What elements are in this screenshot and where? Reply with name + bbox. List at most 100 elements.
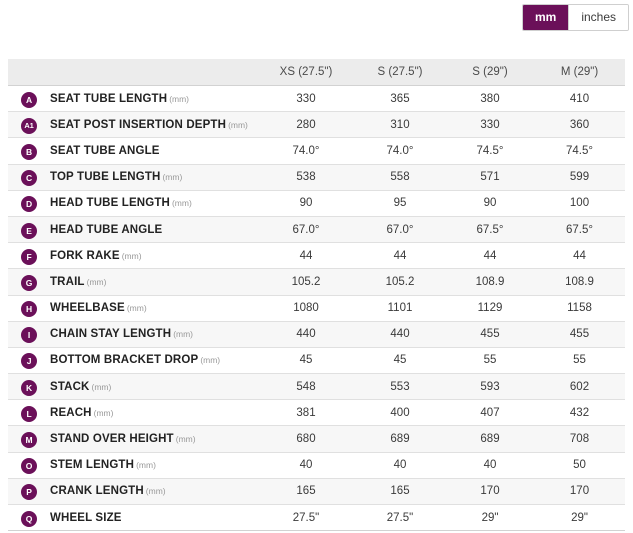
measurement-unit: (mm) xyxy=(175,434,196,445)
measurement-value: 558 xyxy=(390,171,410,184)
measurement-value: 1101 xyxy=(387,302,413,315)
measurement-value: 27.5" xyxy=(292,511,320,524)
measurement-value: 280 xyxy=(296,118,316,131)
measurement-badge-icon: A xyxy=(21,91,37,108)
row-badge-cell: P xyxy=(8,478,50,504)
measurement-value: 330 xyxy=(296,92,316,105)
measurement-name: STEM LENGTH xyxy=(50,459,135,472)
row-badge-cell: I xyxy=(8,321,50,347)
measurement-name: CHAIN STAY LENGTH xyxy=(50,328,172,341)
row-badge-cell: F xyxy=(8,243,50,269)
table-row: G TRAIL (mm) 105.2 105.2 108.9 108.9 xyxy=(8,268,625,295)
measurement-value: 165 xyxy=(296,485,316,498)
table-body: A SEAT TUBE LENGTH (mm) 330 365 380 410 A1 SEAT … xyxy=(8,85,625,531)
table-row: Q WHEEL SIZE 27.5" 27.5" 29" 29" xyxy=(8,504,625,531)
measurement-name: SEAT TUBE ANGLE xyxy=(50,144,160,157)
measurement-name: FORK RAKE xyxy=(50,249,120,262)
measurement-unit: (mm) xyxy=(91,381,112,392)
measurement-value: 44 xyxy=(299,249,313,262)
measurement-label: STACK (mm) xyxy=(50,374,258,400)
measurement-value: 90 xyxy=(299,197,313,210)
measurement-label: SEAT TUBE ANGLE xyxy=(50,138,258,164)
measurement-badge-icon: H xyxy=(21,301,37,318)
table-row: K STACK (mm) 548 553 593 602 xyxy=(8,373,625,400)
measurement-value: 1080 xyxy=(293,302,319,315)
measurement-unit: (mm) xyxy=(162,172,183,183)
measurement-value: 67.0° xyxy=(386,223,414,236)
measurement-value: 90 xyxy=(483,197,497,210)
measurement-name: TRAIL xyxy=(50,275,85,288)
measurement-value: 50 xyxy=(573,459,586,472)
table-header: XS (27.5") S (27.5") S (29") M (29") xyxy=(8,59,625,86)
table-row: A SEAT TUBE LENGTH (mm) 330 365 380 410 xyxy=(8,85,625,112)
measurement-name: REACH xyxy=(50,406,92,419)
measurement-value: 548 xyxy=(296,380,316,393)
table-row: J BOTTOM BRACKET DROP (mm) 45 45 55 55 xyxy=(8,347,625,374)
measurement-badge-icon: E xyxy=(21,222,37,239)
measurement-label: CHAIN STAY LENGTH (mm) xyxy=(50,321,258,347)
measurement-value: 27.5" xyxy=(386,511,414,524)
table-header-row: XS (27.5") S (27.5") S (29") M (29") xyxy=(8,59,625,86)
unit-toggle-mm[interactable]: mm xyxy=(522,5,569,30)
measurement-label: BOTTOM BRACKET DROP (mm) xyxy=(50,347,258,373)
measurement-unit: (mm) xyxy=(200,355,221,366)
measurement-value: 29" xyxy=(571,511,588,524)
measurement-value: 74.0° xyxy=(386,144,414,157)
measurement-value: 310 xyxy=(390,118,410,131)
measurement-value: 455 xyxy=(569,328,590,341)
measurement-value: 100 xyxy=(569,197,590,210)
measurement-value: 67.5° xyxy=(476,223,504,236)
table-row: L REACH (mm) 381 400 407 432 xyxy=(8,399,625,426)
table-row: B SEAT TUBE ANGLE 74.0° 74.0° 74.5° 74.5° xyxy=(8,137,625,165)
measurement-value: 330 xyxy=(480,118,500,131)
header-size-xs-275: XS (27.5") xyxy=(258,59,354,86)
measurement-value: 593 xyxy=(480,380,500,393)
measurement-label: SEAT POST INSERTION DEPTH (mm) xyxy=(50,112,258,138)
measurement-value: 55 xyxy=(483,354,497,367)
unit-toggle-inches[interactable]: inches xyxy=(568,5,628,30)
measurement-value: 571 xyxy=(480,171,500,184)
measurement-value: 67.0° xyxy=(292,223,320,236)
row-badge-cell: D xyxy=(8,190,50,216)
measurement-name: CRANK LENGTH xyxy=(50,485,144,498)
measurement-value: 410 xyxy=(569,92,590,105)
row-badge-cell: M xyxy=(8,426,50,452)
measurement-label: STEM LENGTH (mm) xyxy=(50,452,258,478)
measurement-value: 74.5° xyxy=(476,144,504,157)
measurement-name: STACK xyxy=(50,380,90,393)
measurement-unit: (mm) xyxy=(171,198,192,209)
table-row: M STAND OVER HEIGHT (mm) 680 689 689 708 xyxy=(8,425,625,453)
measurement-badge-icon: K xyxy=(21,379,37,396)
measurement-badge-icon: A1 xyxy=(21,118,37,135)
row-badge-cell: C xyxy=(8,164,50,190)
measurement-badge-icon: D xyxy=(21,196,37,213)
measurement-value: 40 xyxy=(299,459,313,472)
row-badge-cell: G xyxy=(8,269,50,295)
measurement-name: HEAD TUBE ANGLE xyxy=(50,223,163,236)
measurement-value: 455 xyxy=(480,328,500,341)
measurement-badge-icon: B xyxy=(21,143,37,160)
table-row: E HEAD TUBE ANGLE 67.0° 67.0° 67.5° 67.5° xyxy=(8,216,625,243)
measurement-value: 29" xyxy=(481,511,499,524)
table-row: P CRANK LENGTH (mm) 165 165 170 170 xyxy=(8,478,625,505)
measurement-value: 440 xyxy=(296,328,316,341)
unit-toggle[interactable]: mm inches xyxy=(521,4,629,31)
measurement-label: TRAIL (mm) xyxy=(50,269,258,295)
measurement-label: CRANK LENGTH (mm) xyxy=(50,478,258,504)
measurement-value: 553 xyxy=(390,380,410,393)
measurement-badge-icon: O xyxy=(21,458,37,475)
measurement-value: 432 xyxy=(569,406,590,419)
measurement-badge-icon: L xyxy=(21,405,37,422)
measurement-unit: (mm) xyxy=(126,303,147,314)
measurement-value: 170 xyxy=(480,485,500,498)
header-badge-col xyxy=(8,59,50,86)
measurement-value: 74.0° xyxy=(292,144,320,157)
measurement-badge-icon: G xyxy=(21,274,37,291)
row-badge-cell: L xyxy=(8,400,50,426)
measurement-label: HEAD TUBE LENGTH (mm) xyxy=(50,190,258,216)
table-row: C TOP TUBE LENGTH (mm) 538 558 571 599 xyxy=(8,164,625,191)
row-badge-cell: H xyxy=(8,295,50,321)
measurement-unit: (mm) xyxy=(228,119,248,130)
measurement-value: 689 xyxy=(390,433,410,446)
measurement-value: 44 xyxy=(573,249,586,262)
